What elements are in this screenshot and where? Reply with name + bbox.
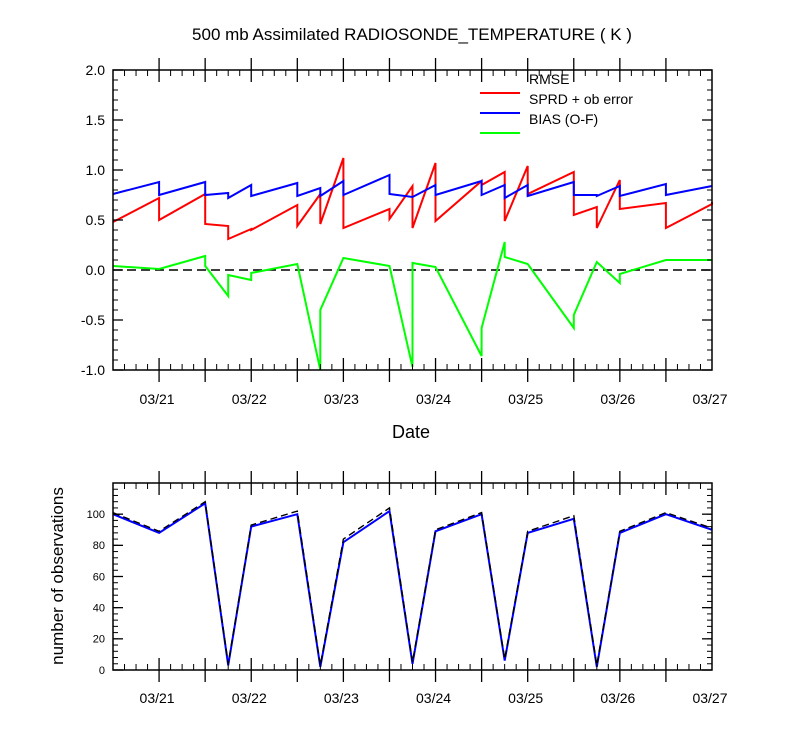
y-tick-label: 1.5: [86, 112, 106, 128]
x-tick-label: 03/24: [416, 690, 451, 706]
x-tick-label: 03/22: [232, 391, 267, 407]
legend-label: RMSE: [529, 71, 569, 87]
y-tick-label: 1.0: [86, 162, 106, 178]
top-panel: -1.0 -0.5 0.0 0.5 1.0 1.5 2.0 03/21 03/22 03/23 03…: [81, 58, 728, 407]
x-tick-label: 03/26: [600, 690, 635, 706]
series-line-sprd-ob-error: [112, 173, 713, 200]
x-tick-label: 03/27: [692, 690, 727, 706]
y-tick-label: 0.5: [86, 212, 106, 228]
y-tick-label: 20: [93, 634, 105, 646]
x-tick-label: 03/23: [324, 391, 359, 407]
y-tick-label: 2.0: [86, 62, 106, 78]
x-tick-label: 03/21: [140, 391, 175, 407]
series-line-assimilated: [112, 501, 713, 668]
y-tick-label: 0.0: [86, 262, 106, 278]
x-tick-label: 03/21: [140, 690, 175, 706]
bottom-ylabel: number of observations: [48, 487, 67, 665]
top-xlabel: Date: [392, 422, 430, 442]
x-tick-label: 03/25: [508, 690, 543, 706]
x-tick-label: 03/26: [600, 391, 635, 407]
plot-frame: [112, 482, 713, 671]
x-tick-label: 03/23: [324, 690, 359, 706]
series-line-total: [112, 500, 713, 666]
series-line-bias-o-f: [112, 241, 712, 371]
chart-title: 500 mb Assimilated RADIOSONDE_TEMPERATUR…: [192, 25, 632, 44]
y-tick-label: -0.5: [81, 312, 105, 328]
bottom-panel: 0 20 40 60 80 100 03/21 03/22 03/23 03/24 03/25 03/…: [87, 471, 728, 706]
legend-label: BIAS (O-F): [529, 111, 598, 127]
x-tick-label: 03/24: [416, 391, 451, 407]
y-tick-label: 40: [93, 603, 105, 615]
y-tick-label: 0: [99, 665, 105, 677]
legend-label: SPRD + ob error: [529, 91, 633, 107]
x-tick-label: 03/22: [232, 690, 267, 706]
y-tick-label: -1.0: [81, 362, 105, 378]
y-tick-label: 60: [93, 571, 105, 583]
x-tick-label: 03/27: [692, 391, 727, 407]
y-tick-label: 100: [87, 509, 105, 521]
y-tick-label: 80: [93, 540, 105, 552]
series-line-rmse: [112, 157, 713, 241]
x-tick-label: 03/25: [508, 391, 543, 407]
